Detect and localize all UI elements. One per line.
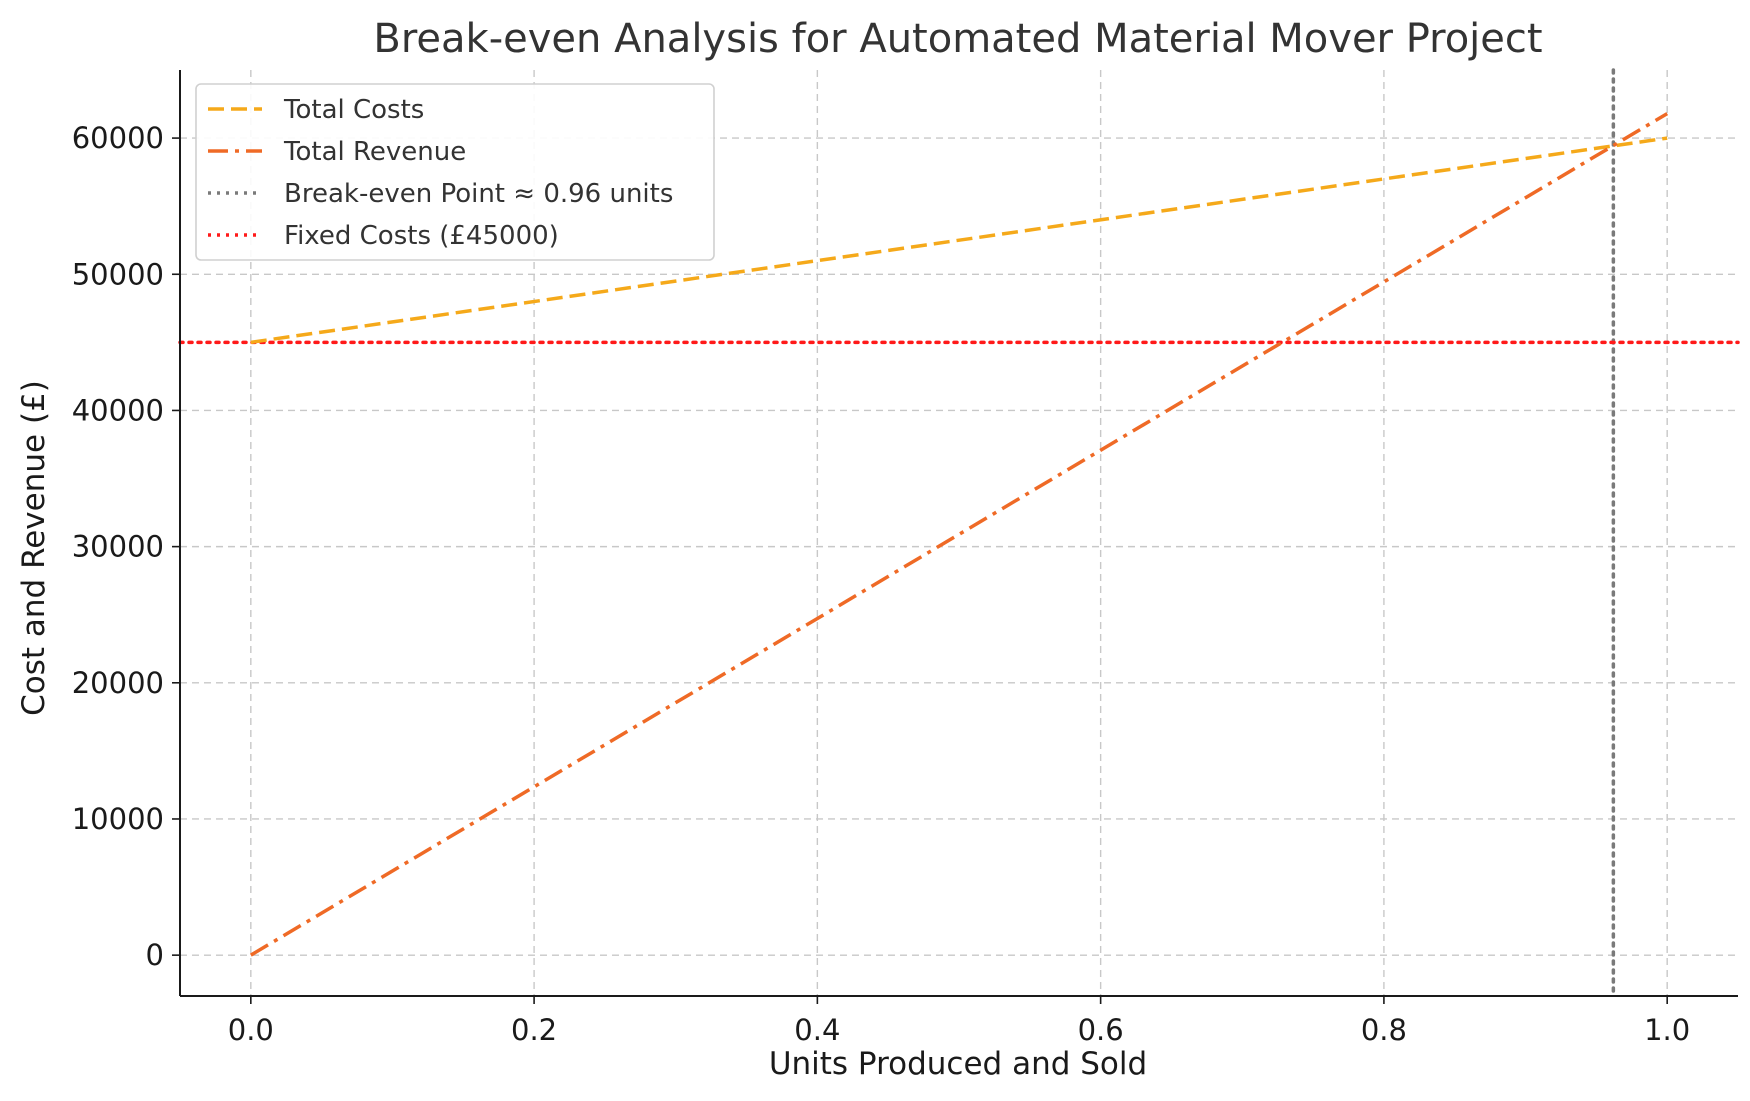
x-axis-label: Units Produced and Sold — [769, 1046, 1147, 1082]
y-tick-label: 60000 — [72, 121, 164, 155]
chart-title: Break-even Analysis for Automated Materi… — [373, 16, 1542, 62]
y-tick-label: 10000 — [72, 802, 164, 836]
y-tick-label: 20000 — [72, 666, 164, 700]
legend: Total Costs Total Revenue Break-even Point… — [195, 83, 715, 261]
reference-lines — [178, 68, 1740, 998]
y-tick-label: 0 — [146, 938, 164, 972]
grid-lines — [180, 70, 1738, 996]
x-tick-label: 0.4 — [794, 1013, 840, 1047]
legend-entry: Total Costs — [283, 95, 424, 125]
y-tick-label: 40000 — [72, 393, 164, 427]
legend-box — [195, 83, 715, 261]
total-costs-line — [250, 136, 1668, 345]
x-tick-label: 0.0 — [228, 1013, 274, 1047]
y-tick-label: 30000 — [72, 530, 164, 564]
series-lines — [249, 112, 1669, 957]
axes: 0.0 0.2 0.4 0.6 0.8 1.0 0 10000 20000 30000 40000 5… — [72, 70, 1738, 1047]
legend-entry: Break-even Point ≈ 0.96 units — [284, 179, 673, 209]
legend-entry: Fixed Costs (£45000) — [284, 221, 559, 251]
x-tick-label: 1.0 — [1644, 1013, 1690, 1047]
x-tick-label: 0.8 — [1361, 1013, 1407, 1047]
x-tick-label: 0.6 — [1078, 1013, 1124, 1047]
legend-entry: Total Revenue — [283, 137, 466, 167]
x-tick-label: 0.2 — [511, 1013, 557, 1047]
y-tick-label: 50000 — [72, 257, 164, 291]
y-axis-label: Cost and Revenue (£) — [16, 380, 52, 716]
total-revenue-line — [249, 112, 1669, 957]
